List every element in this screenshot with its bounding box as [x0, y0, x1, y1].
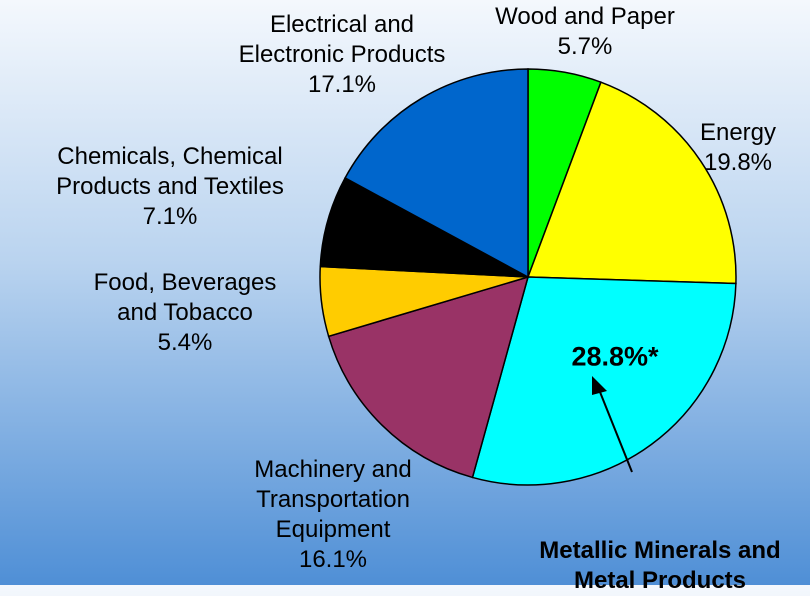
pie-slice	[526, 81, 737, 285]
category-label: Chemicals, Chemical Products and Textile…	[56, 143, 284, 200]
category-label: Machinery and Transportation Equipment	[254, 456, 412, 543]
pie-slice	[344, 68, 529, 279]
pie-slice	[471, 276, 737, 486]
slice-label: Electrical and Electronic Products 17.1%	[217, 10, 467, 100]
slice-label: Metallic Minerals and Metal Products	[535, 536, 785, 596]
slice-label: Wood and Paper 5.7%	[455, 2, 715, 62]
value-label: 16.1%	[298, 546, 368, 573]
slice-label: Chemicals, Chemical Products and Textile…	[20, 142, 320, 232]
category-label: Electrical and Electronic Products	[238, 11, 446, 68]
slice-label: Food, Beverages and Tobacco 5.4%	[80, 268, 290, 358]
value-label: 17.1%	[307, 71, 377, 98]
category-label: Wood and Paper	[495, 3, 675, 30]
arrow-head	[592, 376, 607, 395]
category-label: Food, Beverages and Tobacco	[93, 269, 277, 326]
pie-slice	[327, 275, 530, 479]
arrow-shaft	[599, 391, 633, 473]
value-label: 5.7%	[557, 33, 613, 60]
value-label: 19.8%	[703, 149, 773, 176]
slice-label: Machinery and Transportation Equipment 16…	[223, 455, 443, 575]
value-label: 7.1%	[142, 203, 198, 230]
category-label: Energy	[699, 119, 777, 146]
category-label: Metallic Minerals and Metal Products	[539, 537, 781, 594]
slice-label: Energy 19.8%	[683, 118, 793, 178]
pie	[319, 68, 737, 486]
value-label: 5.4%	[157, 329, 213, 356]
value-label: 28.8%*	[571, 341, 659, 372]
